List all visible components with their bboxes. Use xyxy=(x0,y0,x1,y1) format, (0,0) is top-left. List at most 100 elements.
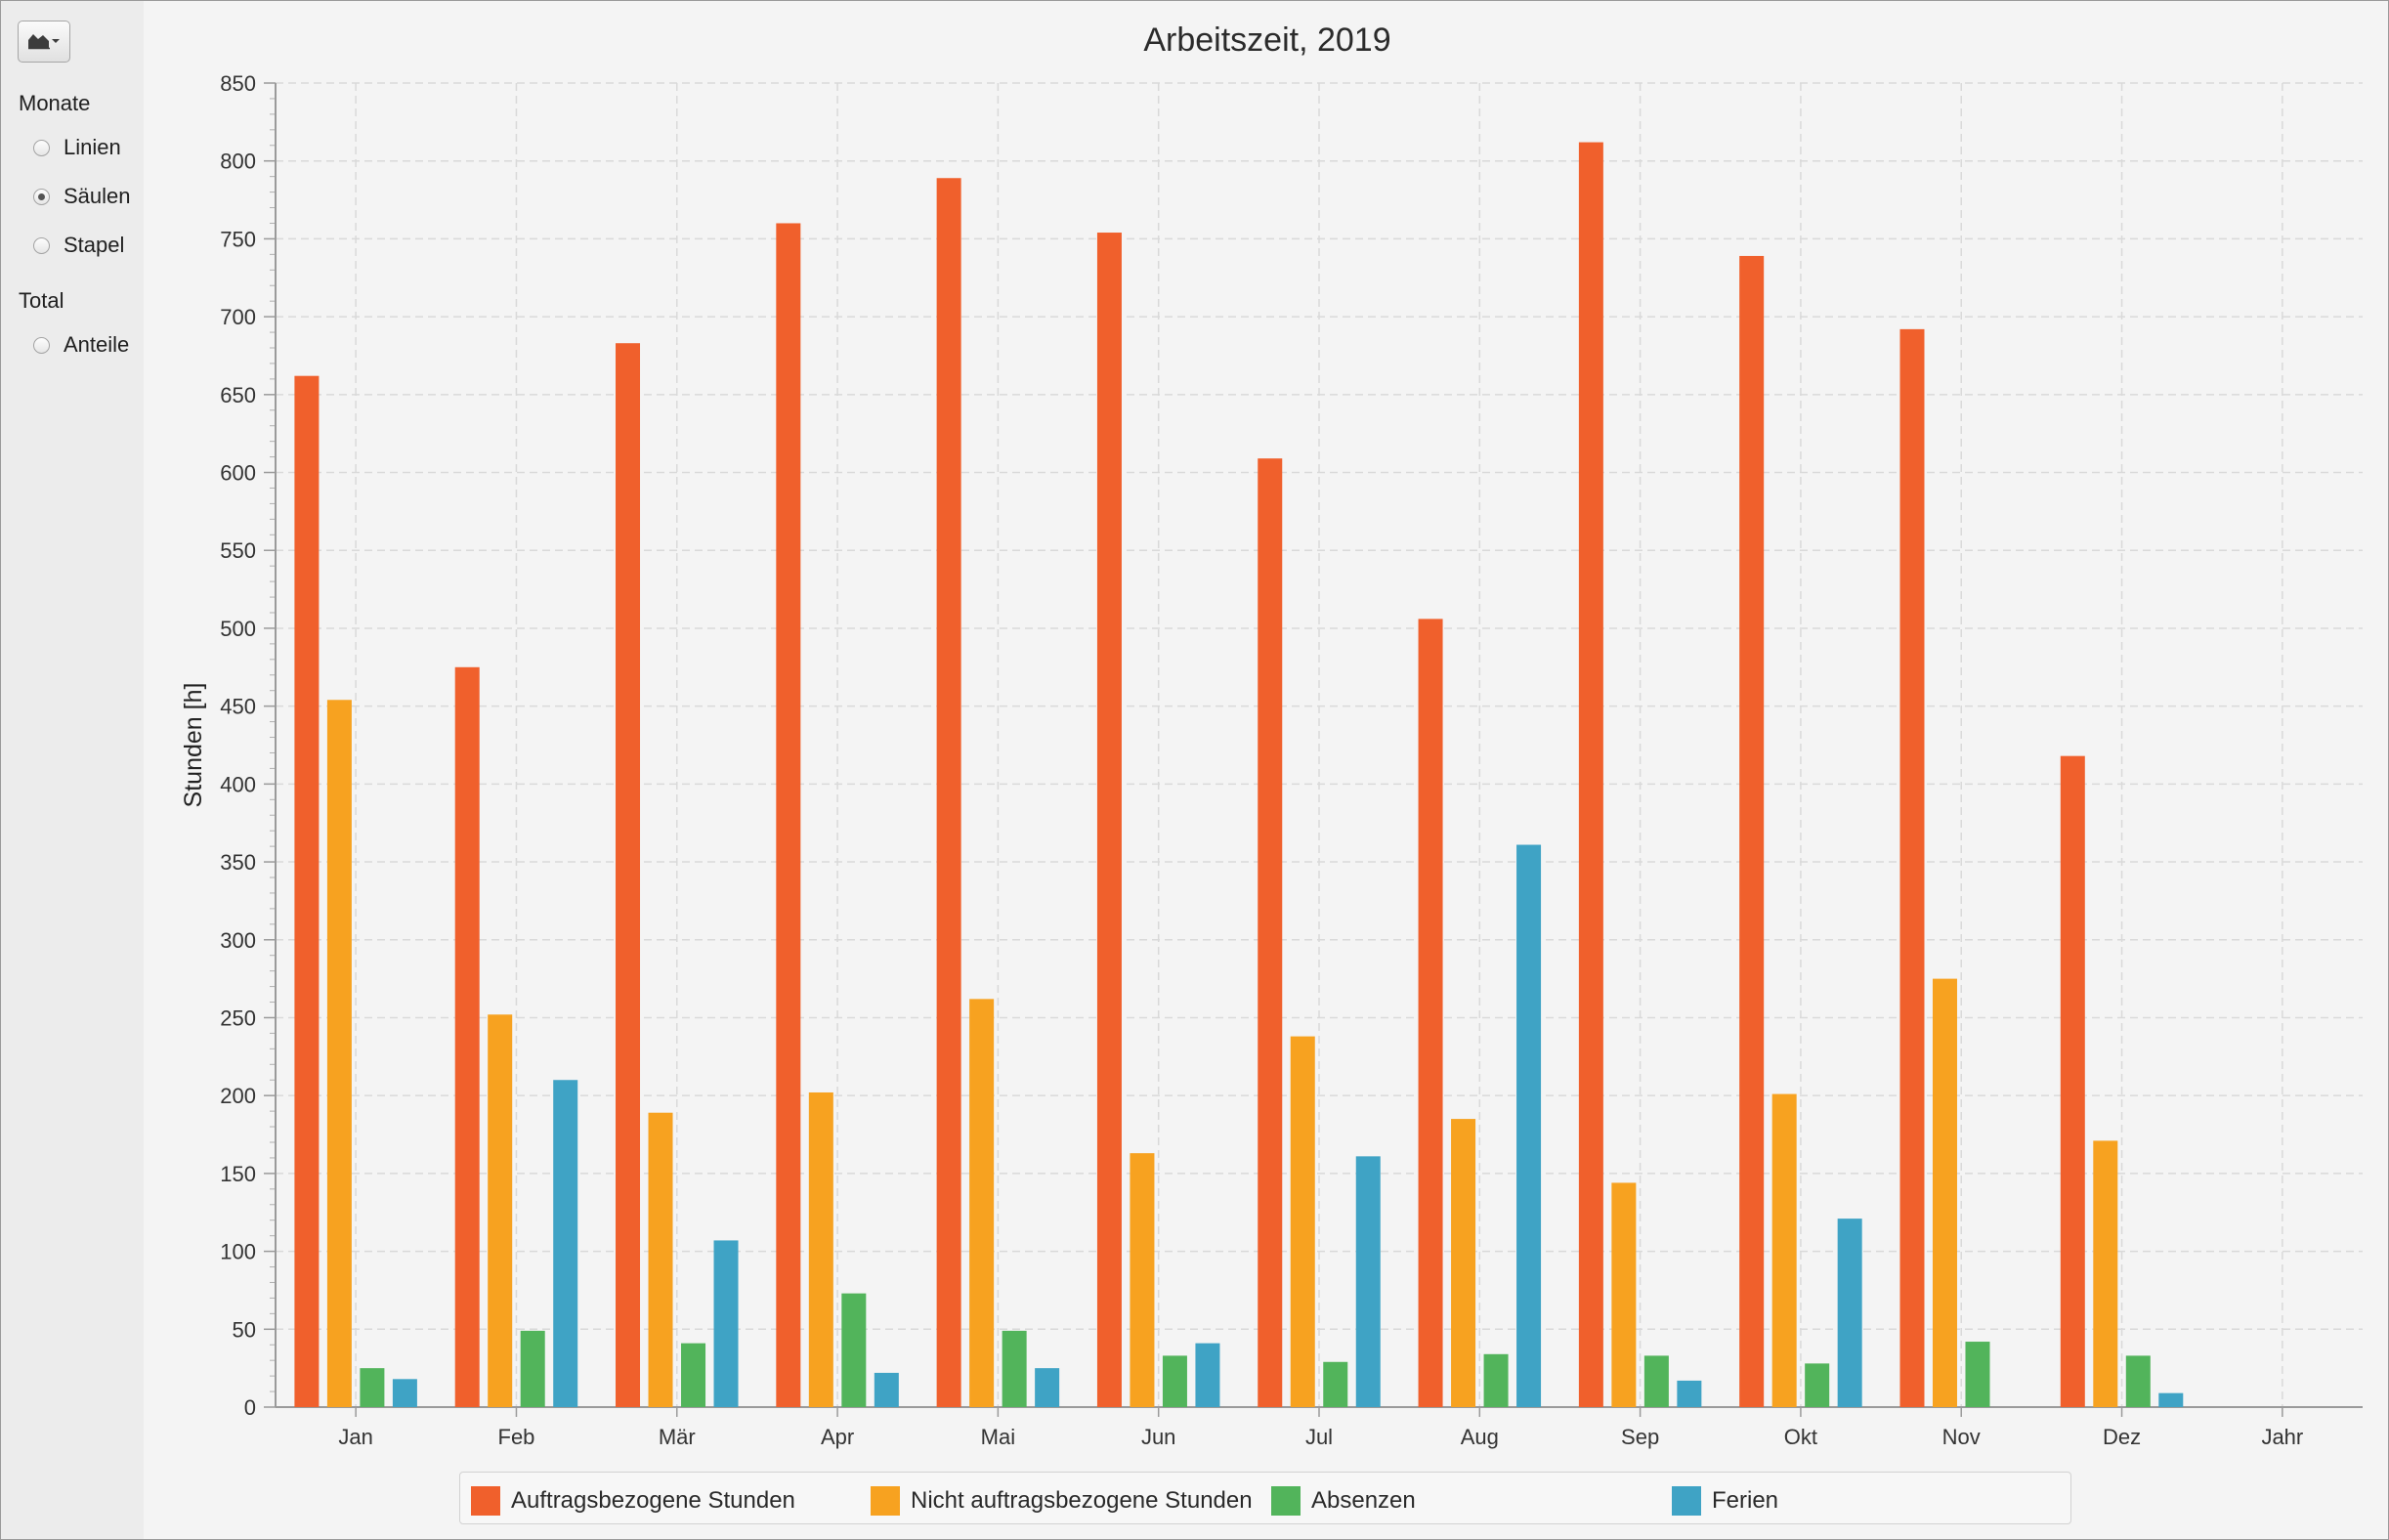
legend-item-ferien: Ferien xyxy=(1672,1486,1778,1516)
x-tick-label: Aug xyxy=(1461,1425,1499,1449)
bar xyxy=(776,223,801,1407)
bar xyxy=(1418,619,1443,1407)
bar xyxy=(392,1379,417,1407)
legend-label: Ferien xyxy=(1712,1487,1779,1514)
bar xyxy=(681,1343,706,1407)
radio-button-selected[interactable] xyxy=(33,188,50,205)
bar xyxy=(294,375,320,1408)
chevron-down-icon xyxy=(52,39,60,43)
bar xyxy=(1677,1380,1702,1407)
y-tick-label: 50 xyxy=(233,1317,256,1342)
y-tick-label: 700 xyxy=(220,305,256,329)
group-label-total: Total xyxy=(19,288,64,313)
radio-label: Anteile xyxy=(64,332,130,357)
y-tick-label: 250 xyxy=(220,1005,256,1030)
bar xyxy=(1451,1119,1476,1407)
bar xyxy=(1002,1330,1027,1407)
x-tick-label: Okt xyxy=(1784,1425,1817,1449)
bar xyxy=(1035,1368,1060,1407)
bar xyxy=(1965,1342,1990,1407)
y-axis-label: Stunden [h] xyxy=(180,683,207,808)
radio-button[interactable] xyxy=(33,336,50,354)
bar xyxy=(616,343,641,1407)
bar xyxy=(874,1372,899,1407)
bar xyxy=(841,1293,867,1407)
y-tick-label: 550 xyxy=(220,538,256,563)
y-tick-label: 0 xyxy=(244,1395,256,1420)
y-tick-label: 300 xyxy=(220,928,256,953)
legend-swatch xyxy=(871,1486,900,1516)
bar xyxy=(1290,1036,1315,1407)
group-label-monate: Monate xyxy=(19,91,91,115)
bar xyxy=(936,178,961,1407)
bar xyxy=(360,1368,385,1407)
bar xyxy=(1258,458,1283,1407)
radio-button[interactable] xyxy=(33,139,50,156)
x-tick-label: Mai xyxy=(981,1425,1015,1449)
bar xyxy=(2093,1140,2118,1407)
radio-saeulen[interactable]: Säulen xyxy=(33,184,131,209)
radio-stapel[interactable]: Stapel xyxy=(33,233,124,258)
legend-item-absenzen: Absenzen xyxy=(1271,1486,1416,1516)
area-chart-icon xyxy=(26,28,62,55)
chart-type-button[interactable] xyxy=(18,21,70,63)
y-tick-label: 350 xyxy=(220,850,256,875)
y-tick-label: 600 xyxy=(220,461,256,486)
bar xyxy=(1771,1093,1797,1407)
sidebar: Monate Linien Säulen Stapel Total Anteil… xyxy=(1,1,144,1539)
bar xyxy=(1516,844,1542,1407)
x-tick-label: Jun xyxy=(1141,1425,1175,1449)
bar xyxy=(1739,255,1765,1408)
bar xyxy=(1805,1363,1830,1407)
y-tick-label: 150 xyxy=(220,1162,256,1186)
radio-label: Linien xyxy=(64,135,121,159)
bar xyxy=(1096,233,1122,1408)
y-tick-label: 750 xyxy=(220,227,256,251)
y-tick-label: 500 xyxy=(220,617,256,641)
bar xyxy=(2060,755,2085,1407)
x-tick-label: Nov xyxy=(1942,1425,1981,1449)
x-tick-label: Apr xyxy=(821,1425,854,1449)
bar xyxy=(1578,142,1603,1408)
bar xyxy=(2158,1392,2184,1407)
bar xyxy=(1899,328,1925,1407)
bar xyxy=(520,1330,545,1407)
bar xyxy=(713,1240,739,1407)
y-tick-label: 400 xyxy=(220,772,256,796)
bar xyxy=(326,700,352,1407)
bar xyxy=(553,1080,578,1407)
bar xyxy=(1195,1343,1220,1407)
legend-swatch xyxy=(1672,1486,1701,1516)
x-tick-label: Sep xyxy=(1621,1425,1659,1449)
legend-label: Absenzen xyxy=(1311,1487,1416,1514)
y-tick-label: 850 xyxy=(220,71,256,96)
radio-button[interactable] xyxy=(33,236,50,254)
y-tick-label: 650 xyxy=(220,383,256,407)
legend-swatch xyxy=(1271,1486,1301,1516)
legend-label: Auftragsbezogene Stunden xyxy=(511,1487,795,1514)
x-tick-label: Mär xyxy=(659,1425,696,1449)
bar xyxy=(454,666,480,1407)
y-tick-label: 200 xyxy=(220,1084,256,1108)
radio-anteile[interactable]: Anteile xyxy=(33,332,129,358)
bar xyxy=(2125,1355,2151,1407)
x-tick-label: Jahr xyxy=(2261,1425,2303,1449)
bar xyxy=(1483,1353,1509,1407)
radio-linien[interactable]: Linien xyxy=(33,135,121,160)
bar xyxy=(969,999,995,1407)
x-tick-label: Feb xyxy=(498,1425,535,1449)
x-tick-label: Jan xyxy=(338,1425,372,1449)
radio-label: Säulen xyxy=(64,184,131,208)
chart-title: Arbeitszeit, 2019 xyxy=(1143,21,1390,59)
bar xyxy=(1130,1153,1155,1407)
bar xyxy=(648,1112,673,1407)
bar xyxy=(1837,1219,1862,1407)
y-tick-label: 450 xyxy=(220,695,256,719)
legend-item-auftragsbezogene: Auftragsbezogene Stunden xyxy=(471,1486,795,1516)
bar xyxy=(1932,978,1957,1407)
y-tick-label: 100 xyxy=(220,1240,256,1264)
y-tick-label: 800 xyxy=(220,150,256,174)
bar xyxy=(1355,1156,1381,1407)
bar xyxy=(1611,1182,1637,1407)
